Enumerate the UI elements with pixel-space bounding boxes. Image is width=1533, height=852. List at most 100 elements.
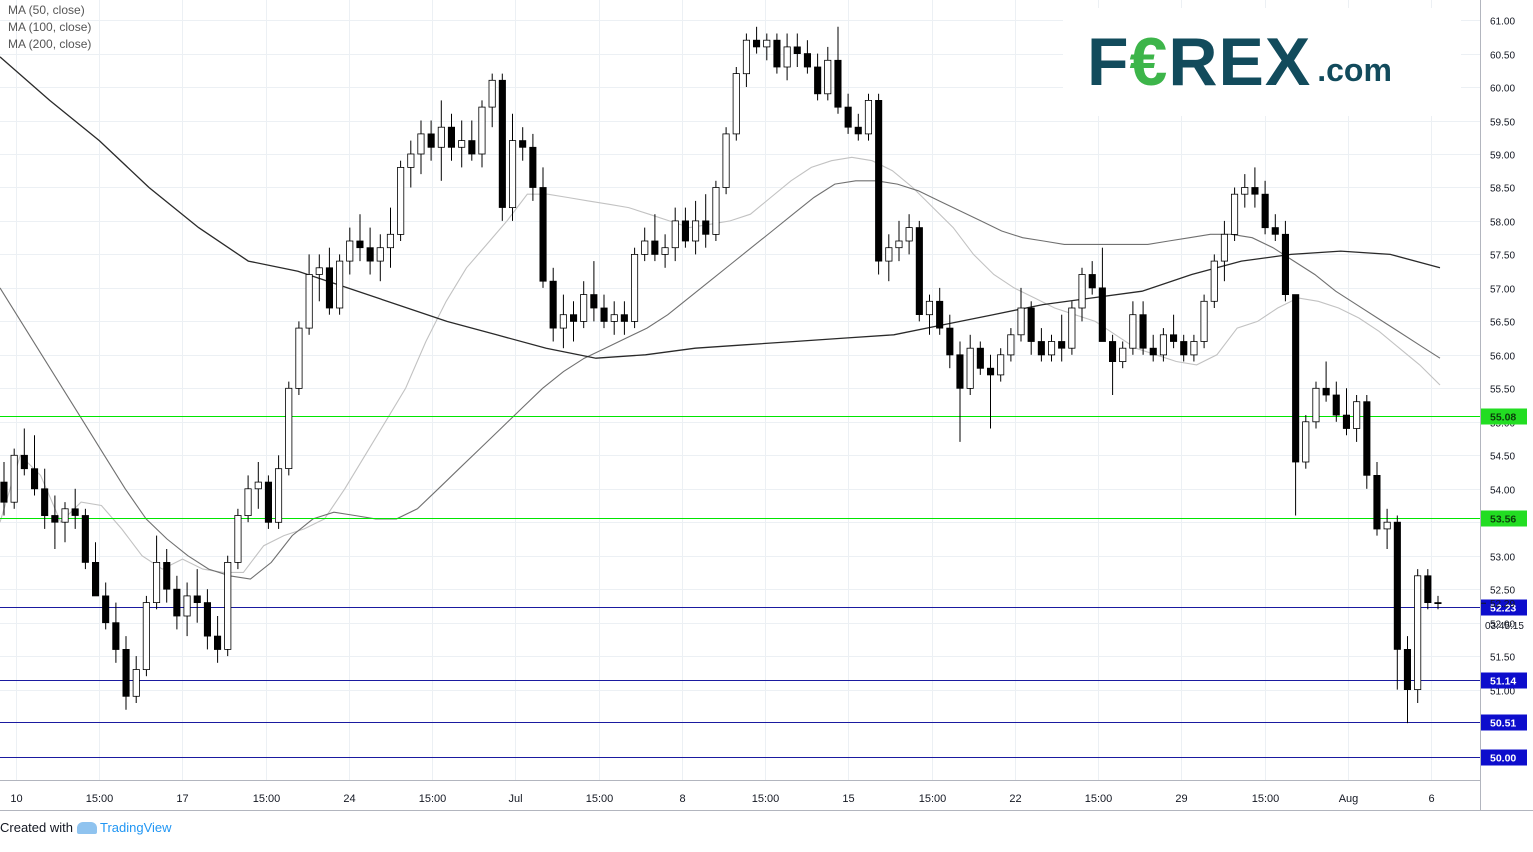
level-label-bg — [1481, 510, 1527, 527]
candle — [539, 167, 547, 288]
price-tick-label: 58.00 — [1490, 218, 1515, 229]
time-tick-label: 8 — [679, 793, 685, 805]
candle-body-down — [539, 187, 547, 282]
legend-ma100[interactable]: MA (100, close) — [8, 20, 92, 34]
candle — [824, 46, 832, 101]
tradingview-link[interactable]: TradingView — [76, 820, 172, 835]
candle — [966, 334, 974, 395]
horizontal-levels[interactable] — [0, 416, 1480, 758]
candle — [1414, 569, 1422, 703]
current-price-label: 52.29 — [1490, 599, 1515, 610]
candle-body-up — [61, 508, 69, 523]
time-tick-label: 15:00 — [253, 793, 281, 805]
candle-body-up — [895, 240, 903, 249]
logo-suffix: .com — [1317, 51, 1392, 88]
candle — [0, 462, 8, 516]
candle-body-up — [1078, 274, 1086, 309]
candle — [742, 33, 750, 87]
logo-coin-icon: € — [1129, 24, 1169, 100]
candle-body-down — [936, 300, 944, 329]
candle-body-down — [1434, 602, 1442, 604]
candle — [722, 127, 730, 195]
candle — [946, 314, 954, 369]
candle — [1241, 174, 1249, 208]
candle-body-down — [1281, 233, 1290, 296]
candle-body-down — [325, 267, 333, 309]
candle — [1251, 167, 1259, 208]
price-tick-label: 54.00 — [1490, 486, 1515, 497]
level-label-bg — [1481, 749, 1527, 766]
candle — [51, 495, 59, 549]
legend-ma50[interactable]: MA (50, close) — [8, 3, 85, 17]
candle — [173, 575, 181, 630]
candle-body-up — [1353, 401, 1361, 429]
time-tick-label: 15 — [842, 793, 854, 805]
candle — [81, 508, 89, 570]
price-tick-label: 57.50 — [1490, 251, 1515, 262]
candle — [1373, 462, 1381, 536]
price-tick-label: 59.50 — [1490, 118, 1515, 129]
candle-body-down — [163, 562, 171, 590]
logo-letters-rex: REX — [1168, 24, 1312, 100]
candle-body-up — [417, 133, 425, 155]
time-tick-label: Aug — [1339, 793, 1359, 805]
candle — [763, 33, 771, 61]
candle-body-down — [447, 126, 455, 148]
candle-body-down — [803, 53, 811, 68]
level-label: 50.51 — [1490, 718, 1516, 730]
candle — [61, 502, 69, 543]
candle-body-down — [1373, 474, 1381, 530]
candle-body-down — [1058, 341, 1066, 349]
candle-body-down — [41, 488, 49, 516]
candle — [152, 535, 161, 610]
candle — [1007, 328, 1015, 362]
candle — [1342, 388, 1351, 436]
candle — [864, 93, 872, 141]
candle-body-up — [722, 133, 730, 188]
candle-body-up — [1007, 334, 1015, 356]
candle-body-up — [315, 267, 323, 275]
candle-body-down — [834, 59, 842, 108]
candle — [437, 100, 445, 181]
price-tick-label: 52.00 — [1490, 620, 1515, 631]
candle-body-up — [234, 515, 242, 563]
candle-body-down — [30, 468, 39, 490]
candle-body-up — [559, 314, 567, 329]
candle — [224, 555, 232, 657]
price-tick-label: 60.00 — [1490, 84, 1515, 95]
candle-body-down — [356, 240, 364, 249]
candle-body-up — [336, 260, 344, 309]
candle — [1220, 220, 1229, 282]
forex-logo: F€REX .com — [1063, 8, 1461, 116]
candle — [600, 294, 608, 329]
candle — [732, 67, 740, 141]
candle-body-up — [305, 274, 313, 329]
candle — [936, 287, 944, 335]
candle — [1312, 381, 1320, 429]
candle — [41, 468, 49, 529]
candle-body-down — [753, 39, 761, 48]
candle-body-up — [692, 220, 700, 242]
ma200-line — [0, 56, 1441, 359]
candle — [122, 636, 130, 710]
candle-body-down — [0, 481, 8, 503]
candle-body-up — [905, 227, 913, 242]
candle — [997, 348, 1005, 382]
candle — [956, 341, 964, 442]
candle — [834, 26, 842, 114]
candle — [397, 160, 405, 241]
candle-body-down — [1342, 414, 1351, 429]
candle-body-down — [773, 39, 781, 68]
candle-body-down — [1098, 287, 1106, 342]
price-tick-label: 51.00 — [1490, 687, 1515, 698]
candle — [315, 254, 323, 302]
time-tick-label: 15:00 — [1085, 793, 1113, 805]
legend-ma200[interactable]: MA (200, close) — [8, 37, 92, 51]
candle — [559, 294, 567, 349]
time-axis-labels: 10 15:00 17 15:00 24 15:00 Jul 15:00 8 15:00 15 15:… — [10, 793, 1434, 805]
candle-body-up — [631, 253, 639, 322]
candle — [1027, 301, 1035, 355]
